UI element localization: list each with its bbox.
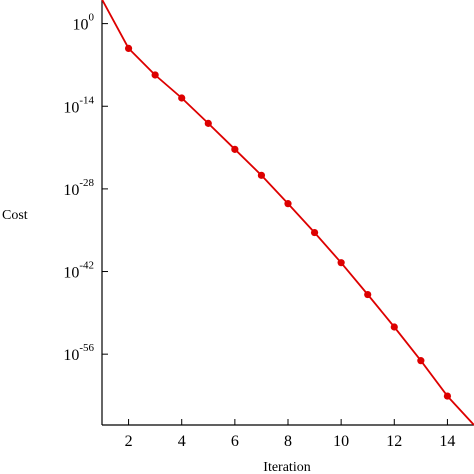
data-point — [310, 228, 319, 237]
data-point — [151, 71, 159, 79]
x-tick-label: 8 — [284, 433, 292, 450]
x-tick-label: 10 — [333, 433, 349, 450]
x-tick-label: 14 — [439, 433, 455, 450]
data-point — [337, 259, 345, 267]
y-axis-label: Cost — [2, 208, 28, 223]
x-axis-label: Iteration — [263, 460, 310, 474]
y-tick-label: 100 — [73, 12, 95, 34]
y-tick-group: 100 10-14 10-28 10-42 10-56 — [63, 12, 108, 364]
data-point — [417, 357, 425, 365]
y-tick-label: 10-42 — [63, 260, 94, 282]
data-point — [124, 44, 133, 53]
y-tick-label: 10-14 — [63, 94, 94, 116]
x-tick-label: 2 — [125, 433, 133, 450]
x-tick-label: 4 — [178, 433, 186, 450]
y-tick-label: 10-28 — [63, 177, 94, 199]
y-tick-label: 10-56 — [63, 342, 94, 364]
data-point — [178, 94, 186, 102]
data-point — [284, 200, 292, 208]
x-tick-label: 12 — [386, 433, 402, 450]
data-point — [231, 145, 239, 153]
data-point — [364, 290, 372, 299]
data-point — [204, 119, 212, 127]
data-point — [390, 323, 398, 331]
x-tick-label: 6 — [231, 433, 239, 450]
data-point — [257, 171, 266, 179]
x-tick-group: 2 4 6 8 10 12 14 — [125, 419, 455, 450]
series-group — [101, 0, 474, 426]
data-point — [443, 392, 452, 400]
